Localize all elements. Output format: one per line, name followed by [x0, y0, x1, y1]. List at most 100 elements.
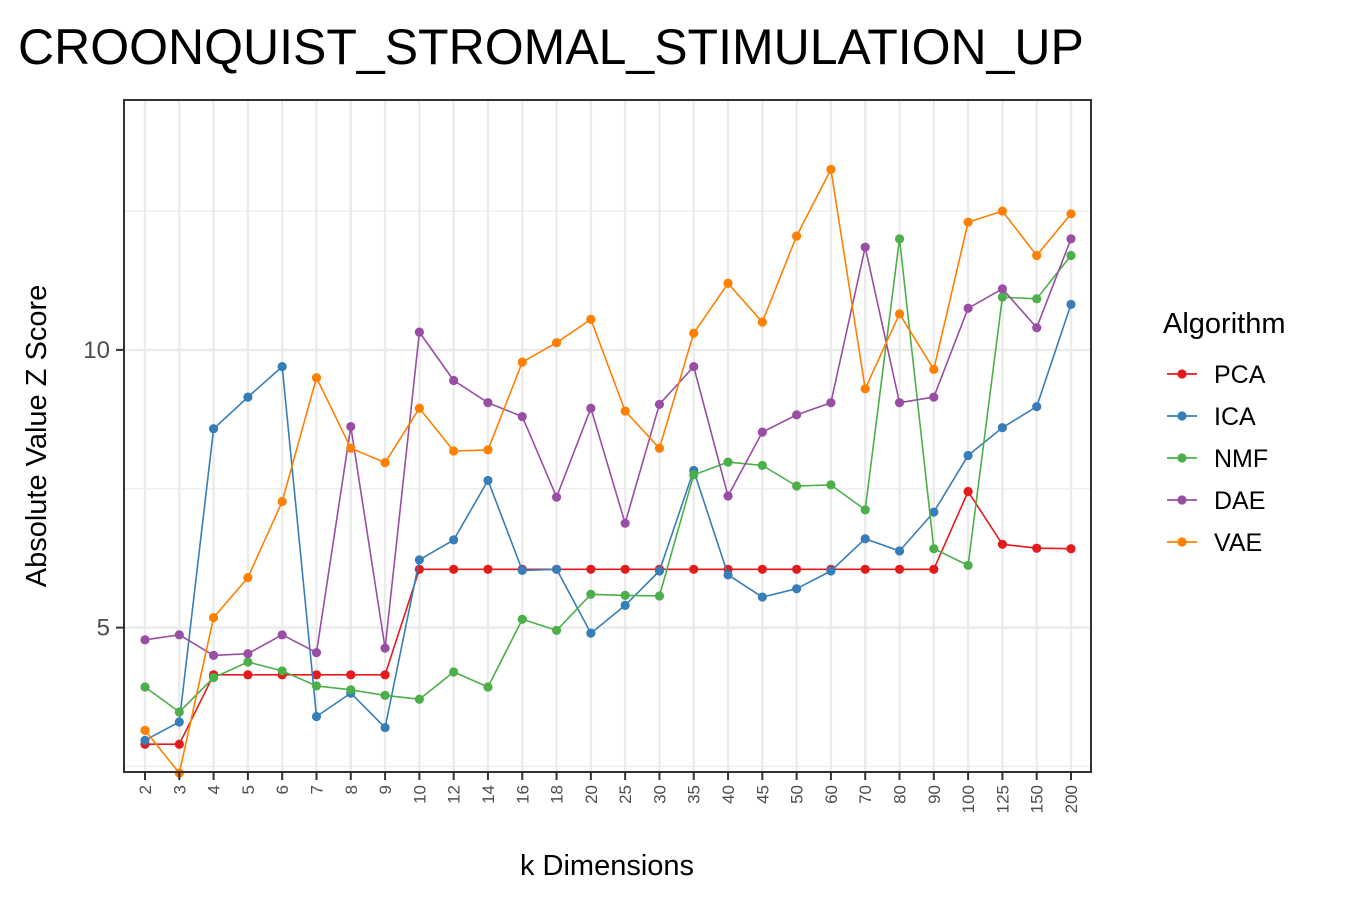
- plot-background: [124, 100, 1091, 772]
- data-point-dae: [483, 398, 493, 408]
- data-point-nmf: [311, 681, 322, 691]
- legend-label: VAE: [1214, 529, 1262, 557]
- x-tick-label: 10: [410, 785, 429, 804]
- data-point-nmf: [140, 682, 150, 692]
- x-axis-title: k Dimensions: [520, 850, 694, 882]
- x-tick-label: 16: [513, 785, 532, 804]
- x-tick-label: 25: [616, 785, 635, 804]
- legend-key-point: [1177, 453, 1187, 463]
- y-tick-label: 5: [97, 615, 110, 642]
- series-vae: [140, 164, 1076, 778]
- data-point-vae: [929, 364, 939, 374]
- data-point-ica: [860, 534, 870, 544]
- data-point-pca: [894, 564, 905, 574]
- data-point-nmf: [449, 667, 459, 677]
- series-line-vae: [144, 168, 1072, 774]
- data-point-nmf: [174, 707, 184, 717]
- data-point-ica: [963, 450, 973, 461]
- data-point-dae: [174, 630, 184, 640]
- data-point-dae: [208, 650, 219, 660]
- data-point-dae: [654, 399, 665, 409]
- legend-item-nmf: NMF: [1167, 445, 1268, 473]
- x-tick-label: 6: [273, 785, 292, 794]
- series-dae: [140, 234, 1076, 660]
- data-point-nmf: [963, 560, 973, 571]
- data-point-nmf: [1066, 250, 1076, 261]
- data-point-pca: [346, 670, 356, 680]
- data-point-vae: [654, 443, 665, 453]
- data-point-vae: [723, 278, 733, 288]
- data-point-vae: [620, 406, 630, 416]
- data-point-ica: [1032, 401, 1042, 412]
- data-point-dae: [792, 410, 802, 420]
- x-tick-label: 70: [856, 785, 875, 804]
- legend-item-vae: VAE: [1167, 529, 1262, 557]
- data-point-pca: [483, 564, 493, 574]
- x-tick-label: 2: [136, 785, 155, 794]
- data-point-pca: [929, 564, 939, 574]
- data-point-ica: [826, 566, 836, 576]
- data-point-nmf: [551, 625, 562, 635]
- x-tick-label: 5: [239, 785, 258, 794]
- x-tick-label: 3: [170, 785, 189, 794]
- data-point-dae: [449, 375, 459, 386]
- legend-key-point: [1177, 537, 1187, 547]
- y-axis: 5 10: [83, 337, 124, 642]
- x-tick-label: 4: [205, 785, 224, 794]
- x-tick-label: 50: [788, 785, 807, 804]
- legend-key-point: [1177, 369, 1187, 379]
- data-point-ica: [894, 546, 905, 556]
- data-point-nmf: [346, 685, 356, 695]
- data-point-dae: [414, 327, 424, 337]
- data-point-dae: [517, 411, 527, 422]
- data-point-pca: [757, 564, 767, 574]
- data-point-nmf: [208, 672, 219, 683]
- data-point-pca: [689, 564, 699, 574]
- data-point-vae: [243, 573, 253, 583]
- x-tick-label: 7: [307, 785, 326, 794]
- x-tick-label: 200: [1062, 785, 1081, 813]
- data-point-ica: [757, 592, 767, 602]
- data-point-nmf: [654, 591, 665, 601]
- data-point-vae: [894, 309, 905, 319]
- data-point-ica: [586, 628, 596, 638]
- data-point-pca: [174, 739, 184, 749]
- data-point-dae: [894, 398, 905, 408]
- legend-item-ica: ICA: [1167, 403, 1256, 431]
- data-point-ica: [414, 555, 424, 565]
- data-point-ica: [929, 507, 939, 517]
- data-point-dae: [586, 403, 596, 413]
- legend-label: DAE: [1214, 487, 1265, 515]
- data-point-dae: [860, 242, 870, 252]
- data-point-dae: [963, 303, 973, 313]
- data-point-dae: [380, 643, 390, 653]
- data-point-dae: [551, 492, 562, 502]
- data-point-vae: [1032, 250, 1042, 261]
- data-point-pca: [243, 670, 253, 680]
- data-point-nmf: [483, 682, 493, 692]
- x-tick-label: 80: [891, 785, 910, 804]
- data-point-dae: [620, 518, 630, 528]
- data-point-nmf: [414, 694, 424, 704]
- data-point-ica: [654, 566, 665, 576]
- x-tick-label: 60: [822, 785, 841, 804]
- data-point-vae: [311, 373, 322, 383]
- x-tick-label: 35: [685, 785, 704, 804]
- data-point-pca: [1066, 544, 1076, 554]
- data-point-ica: [997, 423, 1008, 433]
- grid-lines: [124, 100, 1091, 772]
- data-point-dae: [311, 647, 322, 658]
- x-tick-label: 40: [719, 785, 738, 804]
- data-point-nmf: [826, 480, 836, 490]
- data-point-vae: [208, 613, 219, 623]
- data-point-vae: [997, 206, 1008, 216]
- legend-key-point: [1177, 411, 1187, 421]
- data-point-ica: [449, 535, 459, 545]
- series-line-ica: [144, 304, 1072, 742]
- data-point-dae: [243, 649, 253, 659]
- data-point-ica: [792, 584, 802, 594]
- data-point-pca: [860, 564, 870, 574]
- legend-key-point: [1177, 495, 1187, 505]
- data-point-vae: [517, 357, 527, 367]
- data-point-vae: [1066, 209, 1076, 219]
